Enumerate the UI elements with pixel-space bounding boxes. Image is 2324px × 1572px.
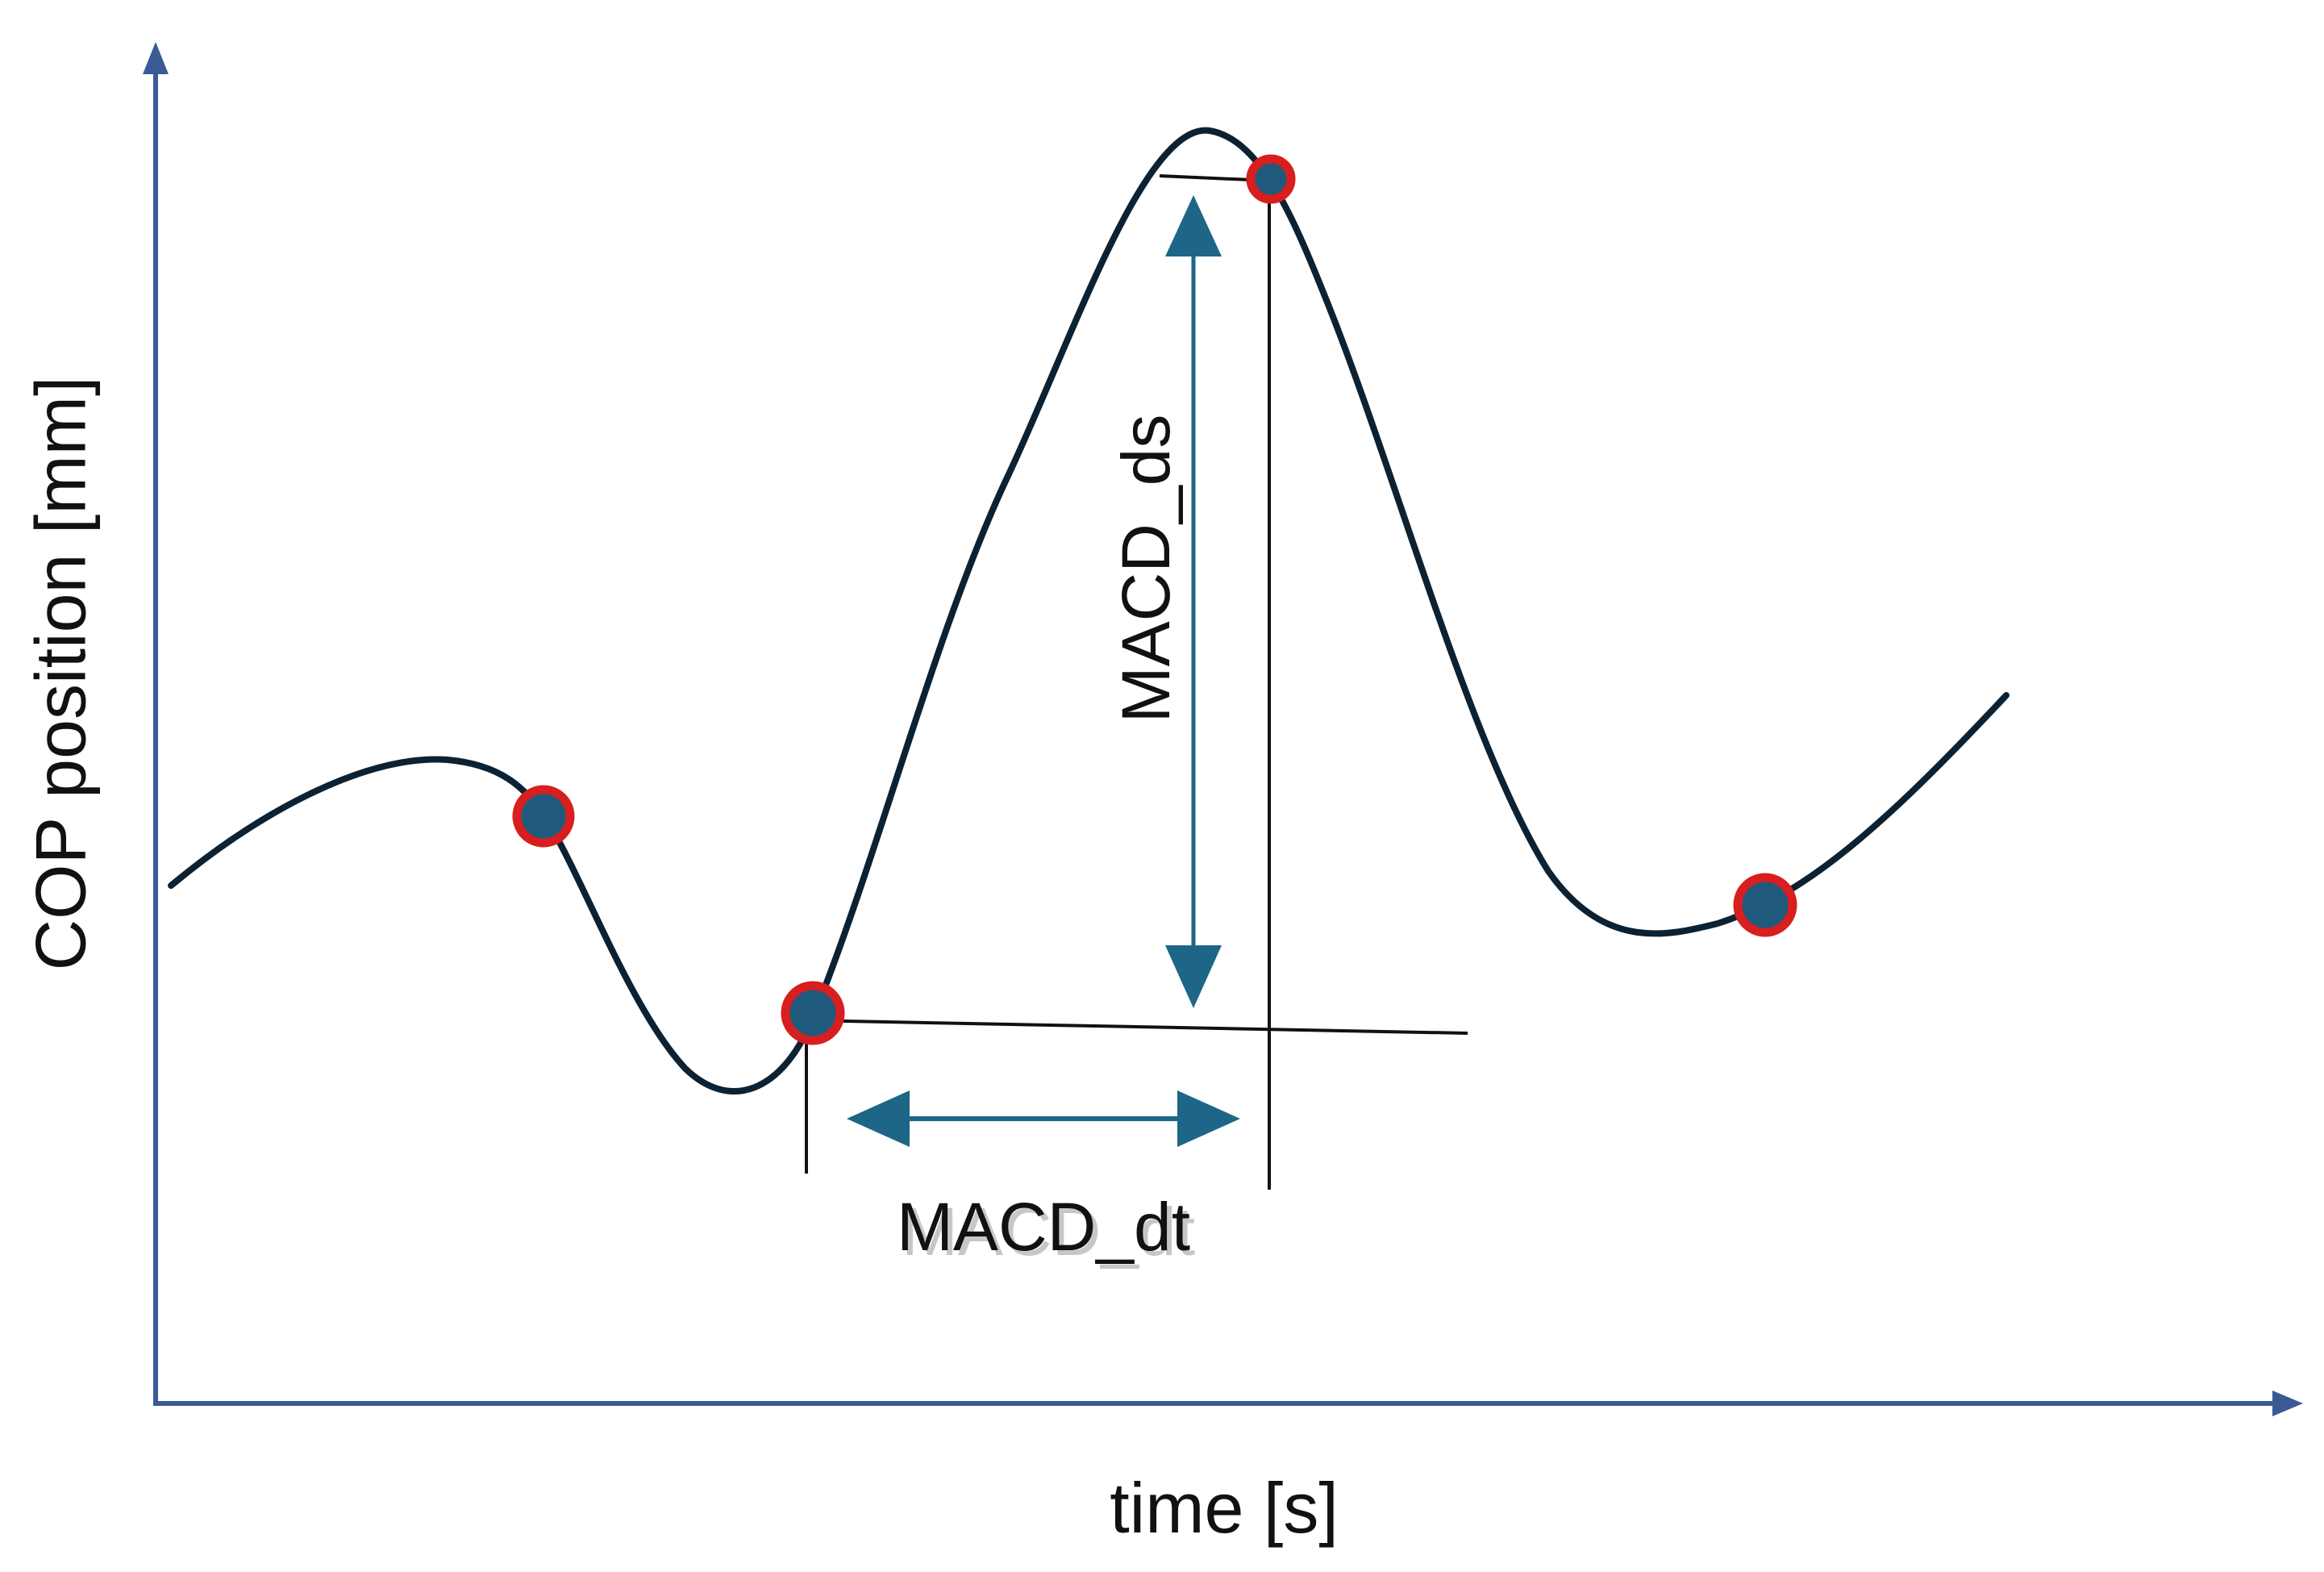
x-axis-title: time [s] [1110,1468,1339,1548]
ds-arrow-head-bottom [1165,945,1222,1008]
dt-double-arrow [847,1090,1240,1147]
x-axis [153,1391,2303,1416]
ds-label: MACD_ds [1108,415,1184,723]
ds-double-arrow [1165,195,1222,1008]
y-axis-title: COP position [mm] [20,377,100,971]
baseline-guide [802,1019,1468,1035]
y-axis [143,42,169,1403]
marker-4 [1733,873,1797,937]
x-axis-arrowhead [2272,1391,2303,1416]
dt-label: MACD_dt [897,1189,1190,1265]
curve-markers [512,154,1797,1045]
marker-2-start-point [781,981,845,1045]
dt-label-shadow: MACD_dt [902,1194,1195,1270]
marker-3-peak-point [1246,154,1296,204]
guide-lines [802,174,1468,1190]
ds-label-group: MACD_ds [1108,415,1184,723]
cop-curve [168,127,2010,1095]
dt-label-group: MACD_dt MACD_dt [897,1189,1195,1270]
marker-1 [512,785,575,848]
y-axis-title-group: COP position [mm] [20,377,100,971]
dt-arrow-head-right [1177,1090,1240,1147]
ds-arrow-head-top [1165,195,1222,256]
y-axis-arrowhead [143,42,169,74]
dt-arrow-head-left [847,1090,910,1147]
